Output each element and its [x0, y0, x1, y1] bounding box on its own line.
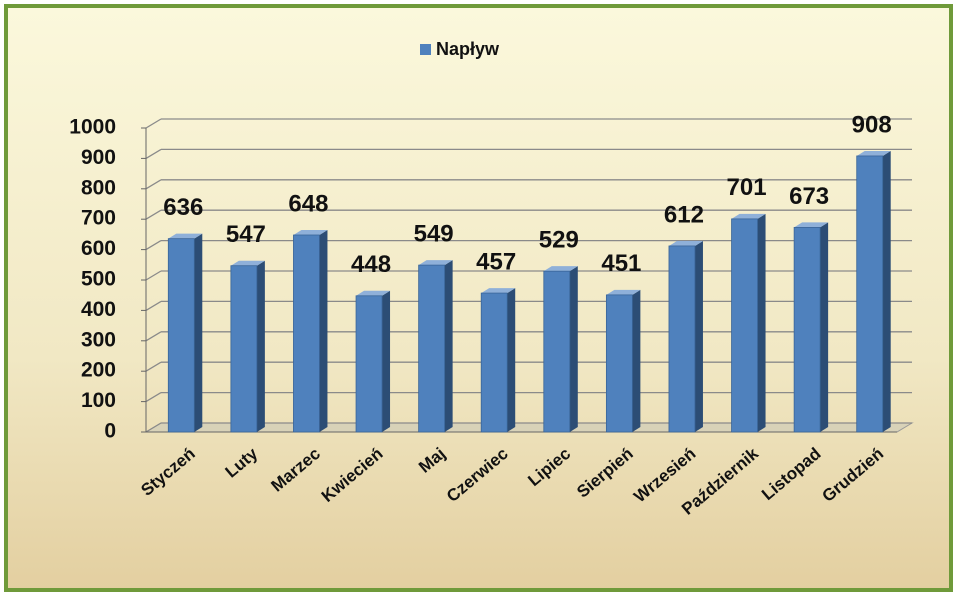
y-tick-label: 700: [81, 207, 116, 230]
bar: [230, 265, 258, 433]
bar: [731, 218, 758, 433]
bar-top: [168, 233, 203, 239]
bar: [355, 295, 383, 433]
grid-line-side: [145, 270, 162, 281]
y-tick-label: 800: [81, 176, 116, 199]
bar: [793, 227, 821, 433]
bar: [293, 234, 320, 433]
grid-line-side: [145, 240, 162, 251]
chart-background: [4, 4, 953, 592]
grid-line-side: [145, 331, 162, 342]
bar: [167, 238, 195, 433]
grid-line-side: [145, 179, 162, 190]
legend-swatch: [420, 44, 431, 55]
grid-line-side: [145, 361, 162, 372]
legend-label: Napływ: [436, 39, 500, 59]
bar-side: [694, 240, 703, 432]
bar-top: [481, 288, 516, 294]
bar-side: [569, 266, 578, 432]
bar: [668, 245, 696, 433]
bar-side: [507, 288, 516, 432]
bar: [480, 292, 508, 433]
value-label: 457: [476, 248, 516, 275]
bar-side: [382, 290, 391, 432]
bar-top: [606, 289, 641, 295]
bar-top: [794, 222, 829, 228]
value-label: 673: [789, 183, 829, 210]
y-tick-label: 100: [81, 389, 116, 412]
bar-top: [230, 260, 265, 266]
value-label: 549: [414, 220, 454, 247]
y-tick-label: 500: [81, 268, 116, 291]
y-tick-label: 600: [81, 237, 116, 260]
value-label: 636: [163, 194, 203, 221]
y-tick-label: 900: [81, 146, 116, 169]
bar: [543, 270, 571, 433]
y-tick-label: 200: [81, 359, 116, 382]
bar-side: [632, 289, 641, 432]
bar-top: [356, 290, 391, 296]
bar-top: [418, 260, 453, 266]
bar-side: [319, 230, 328, 432]
bar-top: [668, 240, 703, 246]
y-tick-label: 1000: [69, 116, 116, 139]
y-tick-label: 0: [104, 420, 116, 443]
bar-side: [256, 260, 265, 432]
bar: [418, 264, 446, 433]
bar-side: [820, 222, 829, 432]
grid-line-side: [145, 209, 162, 220]
bar-side: [444, 260, 453, 432]
value-label: 448: [351, 251, 391, 278]
grid-line-side: [145, 118, 162, 129]
bar-top: [731, 213, 766, 219]
y-tick-label: 400: [81, 298, 116, 321]
bar-top: [543, 266, 578, 272]
bar-side: [757, 213, 766, 432]
value-label: 547: [226, 221, 266, 248]
value-label: 648: [288, 190, 328, 217]
bar-top: [856, 150, 891, 156]
grid-line-side: [145, 422, 162, 433]
bar: [856, 155, 884, 433]
y-tick-label: 300: [81, 328, 116, 351]
bar: [605, 294, 633, 433]
value-label: 451: [601, 250, 641, 277]
bar-top: [293, 230, 328, 236]
value-label: 612: [664, 201, 704, 228]
value-label: 908: [852, 111, 892, 138]
grid-line-side: [145, 392, 162, 403]
value-label: 529: [539, 227, 579, 254]
bar-side: [194, 233, 203, 432]
value-label: 701: [727, 174, 767, 201]
grid-line-side: [145, 300, 162, 311]
grid-line-side: [145, 148, 162, 159]
bar-side: [882, 150, 891, 432]
